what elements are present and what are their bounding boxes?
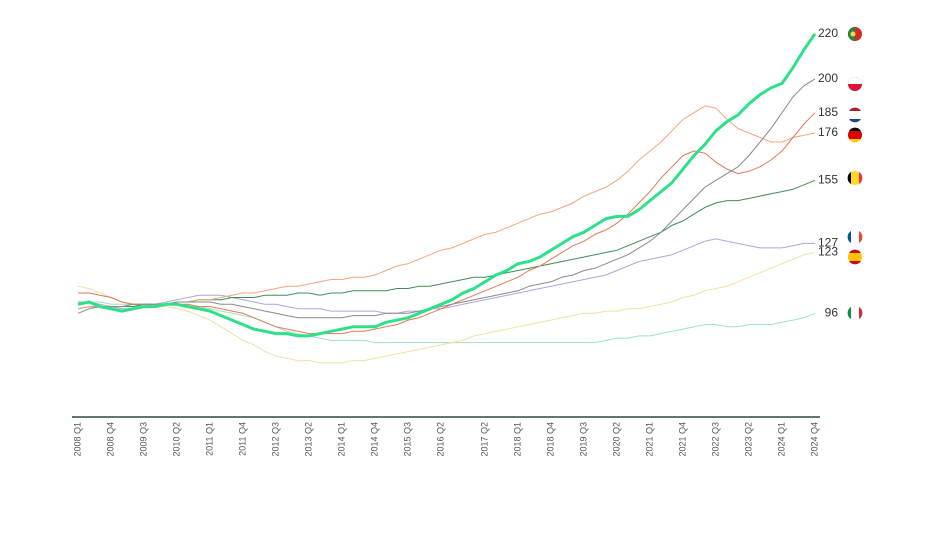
series-line [77,179,816,310]
x-tick-label: 2021 Q4 [677,422,687,457]
x-tick-label: 2008 Q4 [105,422,115,457]
x-tick-label: 2018 Q4 [545,422,555,457]
x-tick-label: 2016 Q2 [435,422,445,457]
series-line [77,252,816,364]
x-tick-label: 2023 Q2 [743,422,753,457]
x-tick-label: 2009 Q3 [138,422,148,457]
end-value-label: 185 [818,105,838,119]
end-value-label: 155 [818,172,838,186]
end-value-label: 200 [818,71,838,85]
end-value-label: 123 [818,245,838,259]
x-tick-label: 2011 Q1 [204,422,214,456]
x-tick-label: 2018 Q1 [512,422,522,457]
x-tick-label: 2013 Q2 [303,422,313,457]
x-tick-label: 2011 Q4 [237,422,247,456]
flag-es [848,249,862,265]
flags [847,27,863,320]
series-line [77,32,817,338]
x-tick-label: 2019 Q3 [578,422,588,457]
x-tick-label: 2024 Q4 [809,422,819,457]
end-value-label: 127 [818,236,838,250]
end-value-label: 96 [825,305,839,319]
x-tick-label: 2010 Q2 [171,422,181,457]
flag-nl [848,107,862,123]
end-value-label: 220 [818,26,838,40]
flag-pl [847,76,863,92]
flag-pt [848,27,862,41]
series-line [78,238,815,314]
x-tick-label: 2012 Q3 [270,422,280,457]
series-line [77,105,816,310]
series-line [77,78,816,319]
x-tick-label: 2014 Q1 [336,422,346,457]
flag-it [847,306,863,320]
series-line [78,112,816,335]
flag-be [847,171,863,185]
x-tick-label: 2008 Q1 [72,422,82,457]
x-tick-label: 2020 Q2 [611,422,621,457]
end-value-label: 176 [818,125,838,139]
x-tick-label: 2015 Q3 [402,422,412,457]
x-tick-label: 2021 Q1 [644,422,654,457]
x-tick-label: 2017 Q2 [479,422,489,457]
flag-fr [847,230,863,244]
x-tick-label: 2022 Q3 [710,422,720,457]
x-tick-label: 2014 Q4 [369,422,379,457]
x-tick-label: 2024 Q1 [776,422,786,457]
flag-de [848,127,862,143]
